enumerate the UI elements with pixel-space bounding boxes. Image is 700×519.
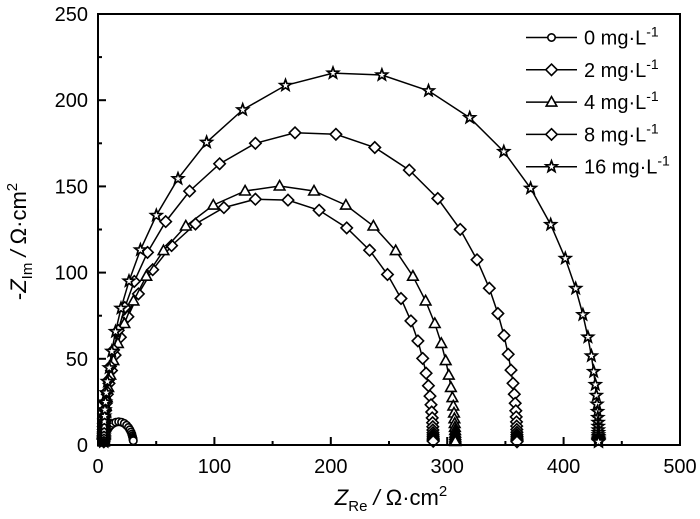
svg-text:250: 250 xyxy=(55,4,88,26)
svg-text:0: 0 xyxy=(92,456,103,478)
svg-text:50: 50 xyxy=(66,349,88,371)
svg-text:-ZIm / Ω·cm2: -ZIm / Ω·cm2 xyxy=(4,183,36,300)
svg-text:400: 400 xyxy=(547,456,580,478)
svg-text:ZRe / Ω·cm2: ZRe / Ω·cm2 xyxy=(334,483,447,515)
svg-text:150: 150 xyxy=(55,176,88,198)
svg-text:0: 0 xyxy=(77,435,88,457)
svg-text:16 mg·L-1: 16 mg·L-1 xyxy=(584,153,670,179)
svg-text:500: 500 xyxy=(663,456,696,478)
svg-text:200: 200 xyxy=(55,90,88,112)
svg-text:100: 100 xyxy=(55,263,88,285)
svg-text:300: 300 xyxy=(431,456,464,478)
svg-text:200: 200 xyxy=(314,456,347,478)
svg-text:100: 100 xyxy=(198,456,231,478)
